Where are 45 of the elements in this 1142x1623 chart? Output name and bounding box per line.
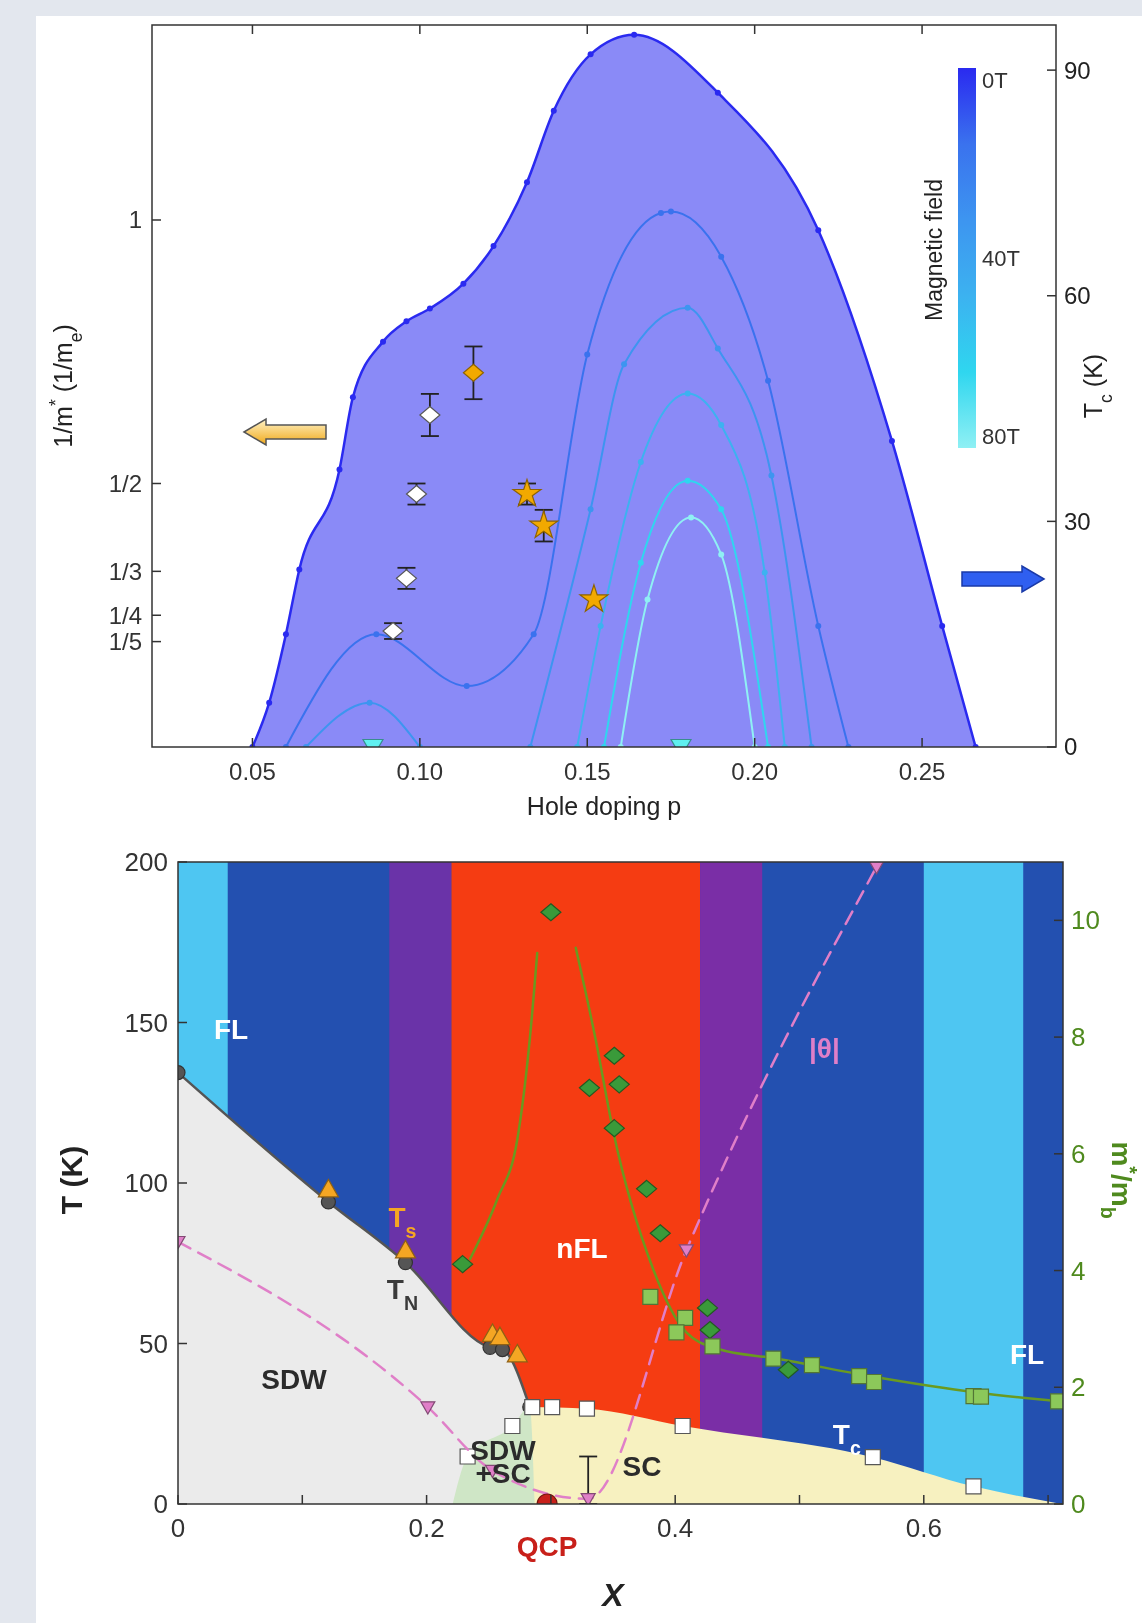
- x-axis-title: X: [600, 1577, 626, 1613]
- y2-tick-label: 60: [1064, 282, 1091, 310]
- y-tick-label: 1/4: [108, 601, 142, 629]
- annotation: SC: [622, 1450, 662, 1482]
- x-tick-label: 0.2: [408, 1513, 445, 1543]
- y2-tick-label: 8: [1071, 1022, 1086, 1053]
- x-tick-label: 0.25: [898, 758, 946, 785]
- x-tick-label: 0.20: [731, 758, 779, 785]
- annotation: FL: [213, 1013, 249, 1045]
- y-axis-title: T (K): [55, 1145, 88, 1215]
- annotation: Magnetic field: [921, 179, 948, 321]
- x-tick-label: 0.10: [396, 758, 444, 785]
- y-tick-label: 1/3: [108, 557, 142, 585]
- y2-tick-label: 10: [1071, 905, 1100, 936]
- series-label: T$_{c}$: [832, 1418, 861, 1459]
- annotation: nFL: [556, 1232, 608, 1264]
- series-label: |θ|: [808, 1032, 840, 1064]
- y2-tick-label: 2: [1071, 1372, 1086, 1403]
- y2-tick-label: 30: [1064, 507, 1091, 535]
- x-tick-label: 0.15: [563, 758, 611, 785]
- annotation: SDW: [261, 1363, 328, 1395]
- y2-tick-label: 0: [1071, 1489, 1086, 1520]
- y2-tick-label: 0: [1064, 733, 1078, 761]
- y2-tick-label: 90: [1064, 56, 1091, 84]
- y-tick-label: 200: [124, 847, 168, 878]
- series-label: T$_{s}$: [388, 1202, 417, 1243]
- series-label: T$_{N}$: [386, 1274, 419, 1315]
- y-tick-label: 100: [124, 1168, 168, 1199]
- y2-tick-label: 4: [1071, 1255, 1086, 1286]
- x-tick-label: 0.4: [657, 1513, 694, 1543]
- y-tick-label: 0: [153, 1489, 168, 1520]
- annotation: FL: [1009, 1338, 1045, 1370]
- series-label: QCP: [516, 1530, 578, 1562]
- y-tick-label: 1/2: [108, 469, 142, 497]
- y-tick-label: 150: [124, 1007, 168, 1038]
- annotation: 0T: [982, 67, 1008, 93]
- y-tick-label: 1: [128, 206, 142, 234]
- x-tick-label: 0.6: [905, 1513, 942, 1543]
- y2-tick-label: 6: [1071, 1138, 1086, 1169]
- annotation: 80T: [982, 423, 1020, 449]
- y-tick-label: 1/5: [108, 628, 142, 655]
- annotation: 40T: [982, 245, 1020, 271]
- y-tick-label: 50: [139, 1328, 168, 1359]
- x-tick-label: 0.05: [229, 758, 276, 785]
- x-axis-title: Hole doping p: [526, 792, 682, 820]
